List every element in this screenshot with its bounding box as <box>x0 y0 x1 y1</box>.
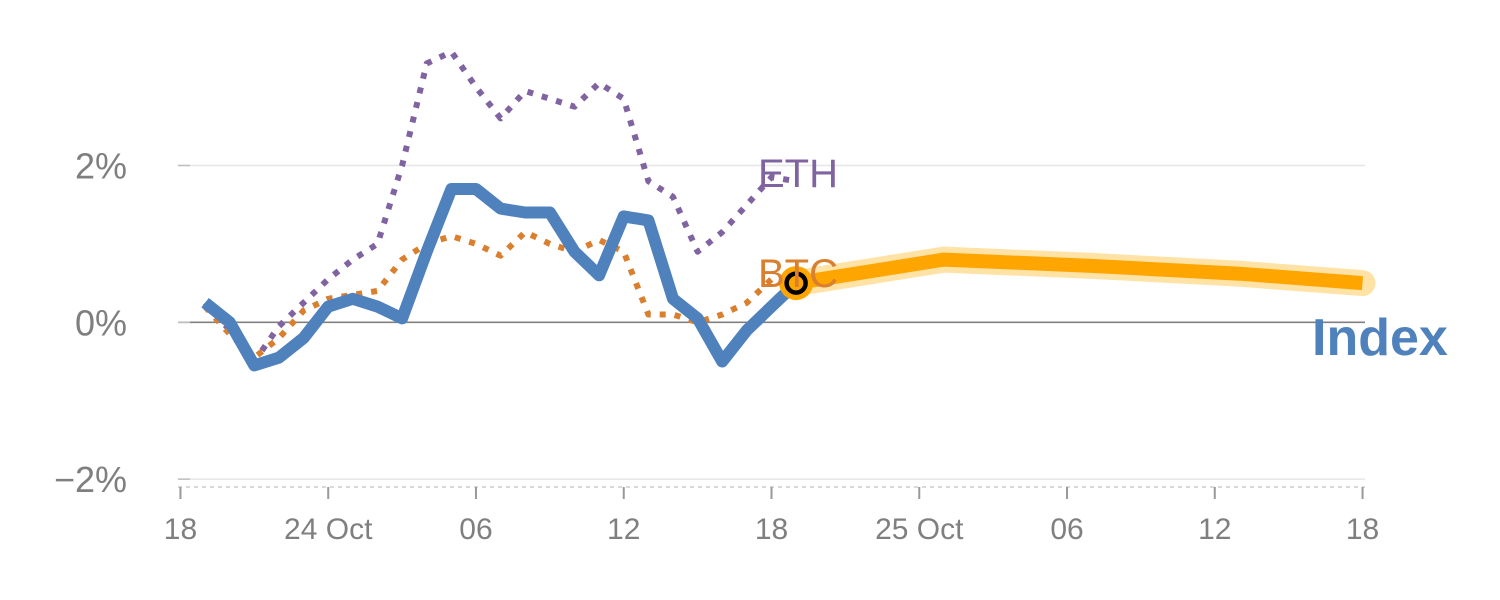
x-tick-label: 06 <box>1050 513 1083 546</box>
current-point-outer <box>779 266 814 301</box>
y-tick-label: −2% <box>54 459 127 500</box>
x-tick-label: 12 <box>1198 513 1231 546</box>
x-axis: 18 24 Oct 06 12 18 25 Oct 06 12 18 <box>164 486 1379 546</box>
series-label-index: Index <box>1312 309 1448 367</box>
series-line-btc <box>202 229 797 361</box>
series-label-eth: ETH <box>758 152 838 196</box>
x-tick-label: 06 <box>459 513 492 546</box>
series-line-eth <box>202 48 797 365</box>
x-tick-label: 18 <box>755 513 788 546</box>
x-tick-label: 24 Oct <box>284 513 373 546</box>
forecast-line <box>795 252 1364 291</box>
x-tick-label: 25 Oct <box>875 513 964 546</box>
x-tick-label: 18 <box>164 513 197 546</box>
y-tick-label: 2% <box>75 145 127 186</box>
current-point-marker <box>784 271 808 295</box>
x-tick-label: 18 <box>1346 513 1379 546</box>
y-axis: 2% 0% −2% <box>54 145 190 500</box>
series-line-index <box>201 183 801 372</box>
series-layer <box>201 48 1376 372</box>
x-tick-label: 12 <box>607 513 640 546</box>
grid <box>178 164 1365 480</box>
label-layer: ETH BTC Index <box>758 152 1448 367</box>
series-label-btc: BTC <box>758 252 838 296</box>
y-tick-label: 0% <box>75 302 127 343</box>
